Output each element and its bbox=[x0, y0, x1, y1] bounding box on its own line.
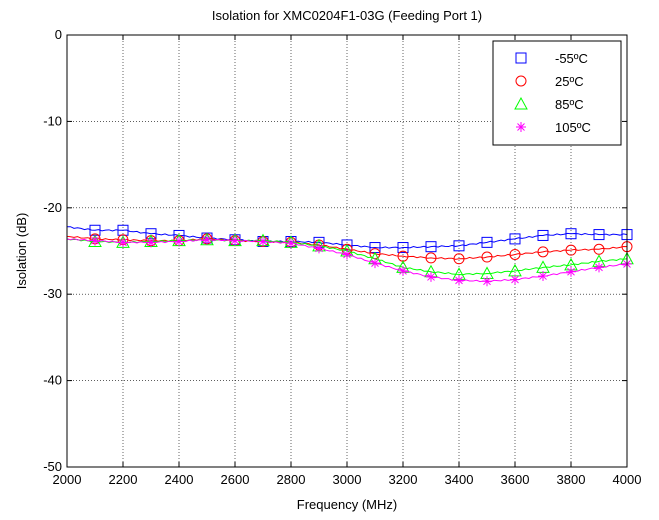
y-tick-label: -50 bbox=[43, 459, 62, 474]
data-point bbox=[453, 253, 465, 265]
data-point bbox=[258, 236, 268, 247]
data-point bbox=[453, 240, 465, 252]
legend-entry: -55ºC bbox=[515, 51, 588, 66]
x-tick-label: 2000 bbox=[53, 472, 82, 487]
data-point bbox=[537, 229, 549, 241]
data-point bbox=[515, 75, 527, 87]
legend-entry: 85ºC bbox=[514, 96, 584, 112]
star-stroke bbox=[567, 267, 575, 276]
data-point bbox=[509, 248, 521, 260]
legend-label: 85ºC bbox=[555, 97, 584, 112]
data-point bbox=[481, 251, 493, 263]
data-point bbox=[454, 275, 464, 286]
legend-entry: 105ºC bbox=[516, 120, 591, 135]
data-point bbox=[593, 229, 605, 241]
x-tick-label: 3000 bbox=[333, 472, 362, 487]
axis-ticks: 2000 2200 2400 2600 2800 3000 3200 3400 3600 3800… bbox=[43, 27, 641, 487]
legend-label: 105ºC bbox=[555, 120, 591, 135]
data-point bbox=[514, 96, 528, 110]
data-point bbox=[202, 234, 212, 245]
data-point bbox=[370, 258, 380, 269]
series-layer bbox=[66, 224, 634, 287]
legend-label: -55ºC bbox=[555, 51, 588, 66]
data-point bbox=[594, 262, 604, 273]
data-point bbox=[481, 236, 493, 248]
y-tick-label: -20 bbox=[43, 200, 62, 215]
y-tick-label: -10 bbox=[43, 113, 62, 128]
data-point bbox=[426, 271, 436, 282]
y-tick-label: 0 bbox=[55, 27, 62, 42]
x-tick-label: 3600 bbox=[501, 472, 530, 487]
data-point bbox=[314, 243, 324, 254]
data-point bbox=[565, 244, 577, 256]
x-tick-label: 3800 bbox=[557, 472, 586, 487]
data-point bbox=[90, 235, 100, 246]
data-point bbox=[397, 242, 409, 254]
data-point bbox=[565, 228, 577, 240]
data-point bbox=[146, 237, 156, 248]
data-point bbox=[398, 265, 408, 276]
star-stroke bbox=[231, 236, 239, 245]
star-stroke bbox=[483, 277, 491, 286]
x-tick-label: 3400 bbox=[445, 472, 474, 487]
data-point bbox=[286, 238, 296, 249]
star-stroke bbox=[175, 237, 183, 246]
star-stroke bbox=[511, 275, 519, 284]
data-point bbox=[515, 52, 527, 64]
star-stroke bbox=[517, 123, 525, 131]
star-stroke bbox=[371, 259, 379, 267]
legend-label: 25ºC bbox=[555, 74, 584, 89]
x-tick-label: 2600 bbox=[221, 472, 250, 487]
star-stroke bbox=[595, 263, 603, 272]
data-point bbox=[425, 252, 437, 264]
star-stroke bbox=[147, 238, 155, 247]
star-stroke bbox=[455, 276, 463, 285]
x-tick-label: 2200 bbox=[109, 472, 138, 487]
star-stroke bbox=[315, 244, 323, 253]
x-tick-label: 3200 bbox=[389, 472, 418, 487]
chart-title: Isolation for XMC0204F1-03G (Feeding Por… bbox=[212, 8, 482, 23]
data-point bbox=[509, 233, 521, 245]
legend: -55ºC 25ºC 85ºC 105ºC bbox=[492, 40, 622, 146]
star-stroke bbox=[91, 236, 99, 245]
star-stroke bbox=[343, 250, 351, 259]
star-stroke bbox=[259, 237, 267, 246]
data-point bbox=[538, 271, 548, 282]
star-stroke bbox=[399, 267, 407, 275]
data-point bbox=[230, 235, 240, 246]
data-point bbox=[342, 249, 352, 260]
star-stroke bbox=[203, 235, 211, 244]
series-4 bbox=[66, 234, 632, 287]
star-stroke bbox=[539, 272, 547, 280]
x-tick-label: 2400 bbox=[165, 472, 194, 487]
data-point bbox=[510, 274, 520, 285]
y-tick-label: -30 bbox=[43, 286, 62, 301]
data-point bbox=[482, 276, 492, 287]
star-stroke bbox=[427, 273, 435, 281]
data-point bbox=[537, 246, 549, 258]
x-tick-label: 4000 bbox=[613, 472, 642, 487]
data-point bbox=[118, 237, 128, 248]
data-point bbox=[516, 122, 526, 132]
y-axis-label: Isolation (dB) bbox=[14, 213, 29, 290]
x-tick-label: 2800 bbox=[277, 472, 306, 487]
data-point bbox=[593, 243, 605, 255]
star-stroke bbox=[119, 238, 127, 247]
star-stroke bbox=[287, 239, 295, 248]
data-point bbox=[566, 266, 576, 277]
legend-entry: 25ºC bbox=[515, 74, 584, 89]
y-tick-label: -40 bbox=[43, 373, 62, 388]
data-point bbox=[425, 241, 437, 253]
data-point bbox=[174, 236, 184, 247]
legend-box bbox=[492, 40, 622, 146]
x-axis-label: Frequency (MHz) bbox=[297, 497, 397, 512]
